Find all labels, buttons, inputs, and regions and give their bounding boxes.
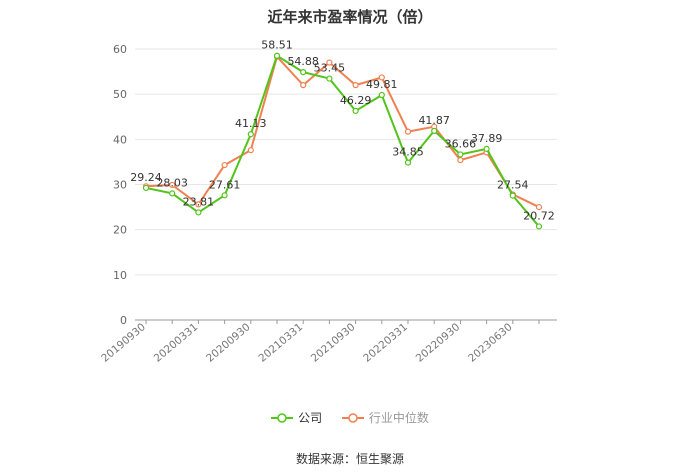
data-point-company	[352, 107, 359, 115]
data-point-industry	[535, 203, 543, 211]
data-point-company	[169, 190, 176, 197]
data-point-company	[404, 159, 412, 166]
data-point-industry	[300, 82, 307, 89]
data-label: 20.72	[523, 209, 555, 222]
data-point-company	[509, 192, 516, 199]
data-label: 37.89	[471, 132, 503, 145]
data-point-company	[457, 151, 464, 158]
x-tick-label: 20200331	[152, 321, 201, 365]
x-tick-label: 20200930	[204, 321, 253, 365]
y-tick-label: 10	[113, 269, 127, 282]
x-tick-label: 20190930	[99, 321, 148, 365]
legend-item-company[interactable]: 公司	[271, 409, 322, 426]
y-tick-label: 60	[113, 43, 127, 56]
data-point-industry	[457, 157, 464, 164]
data-point-company	[378, 91, 385, 99]
data-label: 46.29	[340, 94, 372, 107]
x-tick-label: 20230630	[466, 321, 515, 365]
x-tick-label: 20210930	[309, 321, 358, 365]
data-point-company	[300, 69, 307, 76]
data-point-company	[326, 75, 333, 82]
legend-marker-industry	[341, 412, 364, 423]
data-label: 34.85	[392, 146, 424, 159]
data-point-company	[273, 52, 281, 59]
legend-label-company: 公司	[298, 411, 323, 425]
data-point-industry	[169, 181, 176, 189]
data-point-company	[142, 184, 150, 192]
series-line-company	[145, 54, 540, 228]
data-point-industry	[247, 147, 254, 154]
x-tick-label: 20220331	[361, 321, 410, 365]
data-point-industry	[195, 201, 202, 208]
data-point-industry	[326, 59, 333, 66]
data-label: 41.13	[235, 117, 267, 130]
x-tick-label: 20220930	[414, 321, 463, 365]
y-tick-label: 50	[113, 88, 127, 101]
data-point-company	[247, 131, 254, 138]
data-label: 49.81	[366, 78, 398, 91]
data-label: 54.88	[287, 55, 319, 68]
chart-title: 近年来市盈率情况（倍）	[267, 8, 433, 26]
data-label: 23.81	[183, 195, 215, 208]
series-layer	[142, 52, 543, 230]
data-label: 28.03	[156, 176, 188, 189]
grid-layer	[135, 48, 557, 276]
data-point-company	[431, 127, 438, 134]
legend-label-industry: 行业中位数	[368, 411, 429, 425]
data-point-industry	[352, 82, 359, 89]
data-label: 27.54	[497, 179, 529, 192]
data-label: 58.51	[261, 39, 293, 52]
series-line-industry	[145, 55, 540, 208]
data-point-company	[483, 145, 490, 152]
data-point-company	[221, 192, 228, 199]
data-label: 36.66	[445, 137, 477, 150]
legend-item-industry[interactable]: 行业中位数	[341, 409, 429, 426]
data-label: 29.24	[130, 171, 162, 184]
data-point-industry	[378, 74, 385, 81]
legend-marker-company	[271, 412, 294, 423]
y-tick-label: 20	[113, 224, 127, 237]
data-point-company	[535, 223, 543, 230]
x-tick-label: 20210331	[256, 321, 305, 365]
data-point-company	[195, 209, 202, 216]
legend: 公司 行业中位数	[0, 409, 700, 427]
data-label: 41.87	[418, 114, 450, 127]
y-tick-label: 40	[113, 133, 127, 146]
data-source: 数据来源：恒生聚源	[295, 452, 404, 466]
data-point-industry	[221, 161, 228, 169]
data-label: 27.61	[209, 178, 241, 191]
data-label: 53.45	[314, 62, 346, 75]
y-tick-label: 30	[113, 179, 127, 192]
data-point-industry	[404, 128, 412, 135]
y-tick-label: 0	[120, 314, 127, 327]
